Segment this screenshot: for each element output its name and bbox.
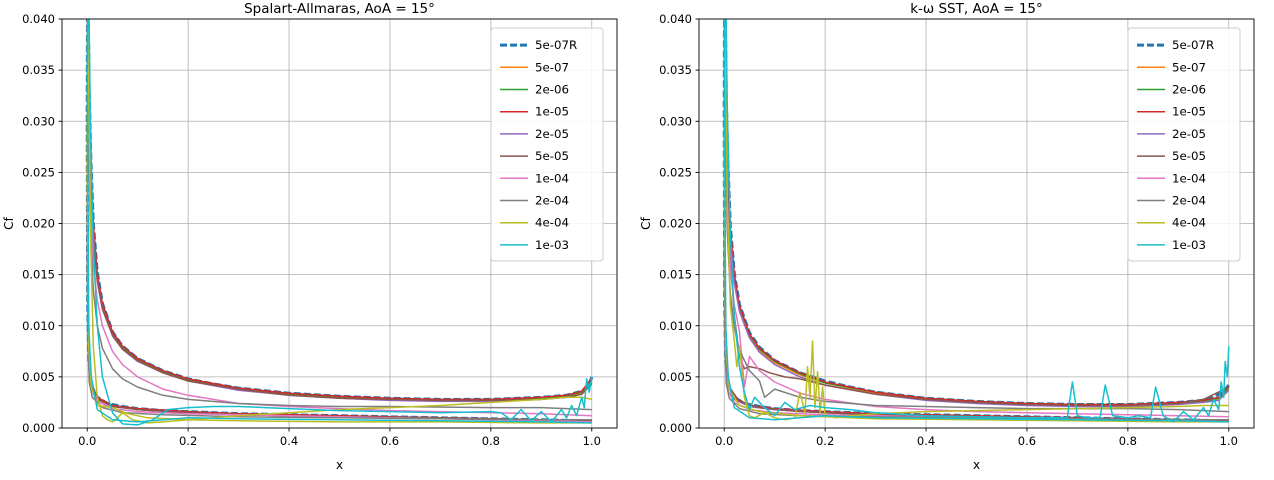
- legend: 5e-07R 5e-07 2e-06 1e-05 2e-05 5e-05 1e-04 2e-0…: [490, 27, 604, 262]
- x-tick-label: 0.2: [816, 434, 834, 448]
- x-axis-label: x: [973, 458, 980, 472]
- chart-spalart-allmaras: 0.0 0.2 0.4 0.6 0.8 1.0 0.000 0.005 0.010 0.015 0.…: [0, 0, 637, 475]
- chart-title: k-ω SST, AoA = 15°: [910, 1, 1043, 17]
- legend-label: 2e-05: [1172, 127, 1206, 141]
- y-tick-label: 0.040: [659, 12, 692, 26]
- y-tick-label: 0.020: [659, 217, 692, 231]
- x-tick-label: 0.8: [1119, 434, 1137, 448]
- y-tick-label: 0.040: [22, 12, 55, 26]
- x-axis-label: x: [336, 458, 343, 472]
- y-tick-label: 0.030: [659, 114, 692, 128]
- y-tick-label: 0.035: [22, 63, 55, 77]
- legend: 5e-07R 5e-07 2e-06 1e-05 2e-05 5e-05 1e-04 2e-0…: [1127, 27, 1241, 262]
- legend-label: 1e-05: [1172, 105, 1206, 119]
- x-tick-label: 0.6: [381, 434, 399, 448]
- legend-label: 5e-05: [535, 149, 569, 163]
- y-tick-label: 0.025: [659, 165, 692, 179]
- legend-label: 2e-06: [535, 83, 569, 97]
- y-axis-label: Cf: [639, 216, 653, 229]
- y-tick-label: 0.010: [22, 319, 55, 333]
- series-line-1e-03: [86, 19, 593, 426]
- legend-label: 2e-05: [535, 127, 569, 141]
- y-tick-label: 0.005: [22, 370, 55, 384]
- y-tick-label: 0.035: [659, 63, 692, 77]
- legend-label: 5e-07R: [535, 38, 577, 52]
- x-tick-label: 0.4: [917, 434, 935, 448]
- chart-svg: 0.0 0.2 0.4 0.6 0.8 1.0 0.000 0.005 0.010 0.015 0.…: [0, 0, 637, 475]
- series-line-4e-04: [86, 19, 592, 424]
- legend-label: 2e-04: [1172, 194, 1206, 208]
- legend-box: [490, 27, 604, 262]
- y-tick-label: 0.015: [659, 268, 692, 282]
- chart-k-omega-sst: 0.0 0.2 0.4 0.6 0.8 1.0 0.000 0.005 0.010 0.015 0.…: [637, 0, 1274, 475]
- x-tick-label: 0.2: [179, 434, 197, 448]
- x-tick-label: 0.4: [280, 434, 298, 448]
- y-tick-label: 0.020: [22, 217, 55, 231]
- y-tick-label: 0.010: [659, 319, 692, 333]
- y-tick-label: 0.025: [22, 165, 55, 179]
- y-tick-label: 0.030: [22, 114, 55, 128]
- legend-label: 5e-07: [535, 60, 569, 74]
- y-tick-label: 0.005: [659, 370, 692, 384]
- legend-label: 5e-07: [1172, 60, 1206, 74]
- y-axis-label: Cf: [2, 216, 16, 229]
- chart-svg: 0.0 0.2 0.4 0.6 0.8 1.0 0.000 0.005 0.010 0.015 0.…: [637, 0, 1274, 475]
- x-tick-label: 0.0: [715, 434, 733, 448]
- legend-box: [1127, 27, 1241, 262]
- legend-label: 4e-04: [1172, 216, 1206, 230]
- x-tick-label: 1.0: [1220, 434, 1238, 448]
- y-tick-label: 0.000: [22, 421, 55, 435]
- series-group: [85, 19, 594, 426]
- x-tick-label: 0.8: [482, 434, 500, 448]
- y-tick-label: 0.015: [22, 268, 55, 282]
- legend-label: 2e-06: [1172, 83, 1206, 97]
- series-group: [722, 19, 1230, 423]
- x-tick-label: 1.0: [583, 434, 601, 448]
- legend-label: 1e-03: [1172, 238, 1206, 252]
- y-tick-label: 0.000: [659, 421, 692, 435]
- legend-label: 1e-05: [535, 105, 569, 119]
- legend-label: 5e-05: [1172, 149, 1206, 163]
- series-line-1e-03: [723, 19, 1230, 423]
- legend-label: 2e-04: [535, 194, 569, 208]
- legend-label: 1e-03: [535, 238, 569, 252]
- series-line-2e-04: [86, 19, 592, 421]
- x-tick-label: 0.6: [1018, 434, 1036, 448]
- chart-title: Spalart-Allmaras, AoA = 15°: [244, 1, 435, 17]
- series-line-5e-05: [723, 19, 1230, 422]
- x-tick-label: 0.0: [78, 434, 96, 448]
- legend-label: 4e-04: [535, 216, 569, 230]
- legend-label: 5e-07R: [1172, 38, 1214, 52]
- legend-label: 1e-04: [535, 171, 569, 185]
- legend-label: 1e-04: [1172, 171, 1206, 185]
